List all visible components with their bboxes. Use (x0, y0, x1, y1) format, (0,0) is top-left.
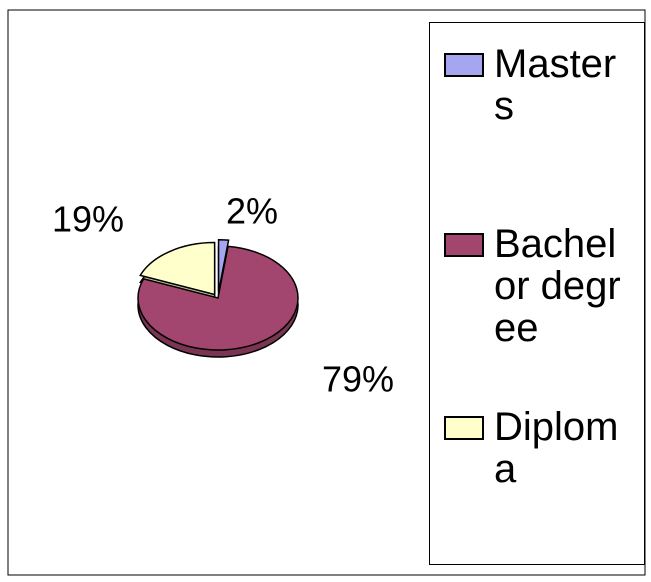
legend-swatch (444, 416, 484, 440)
legend-label: Bachelor degree (494, 222, 621, 350)
legend-entry: Masters (444, 43, 634, 127)
legend: Masters Bachelor degree Diploma (429, 22, 645, 565)
legend-entry: Diploma (444, 406, 634, 490)
legend-entry: Bachelor degree (444, 223, 634, 349)
legend-swatch (444, 233, 484, 257)
legend-label: Masters (494, 42, 617, 128)
pie-slice (139, 241, 216, 296)
data-label: 19% (52, 199, 124, 240)
legend-swatch (444, 53, 484, 77)
pie-slice (137, 245, 299, 351)
data-label: 79% (322, 359, 394, 400)
chart-border (7, 9, 646, 576)
data-label: 2% (226, 191, 278, 232)
legend-label: Diploma (494, 405, 619, 491)
